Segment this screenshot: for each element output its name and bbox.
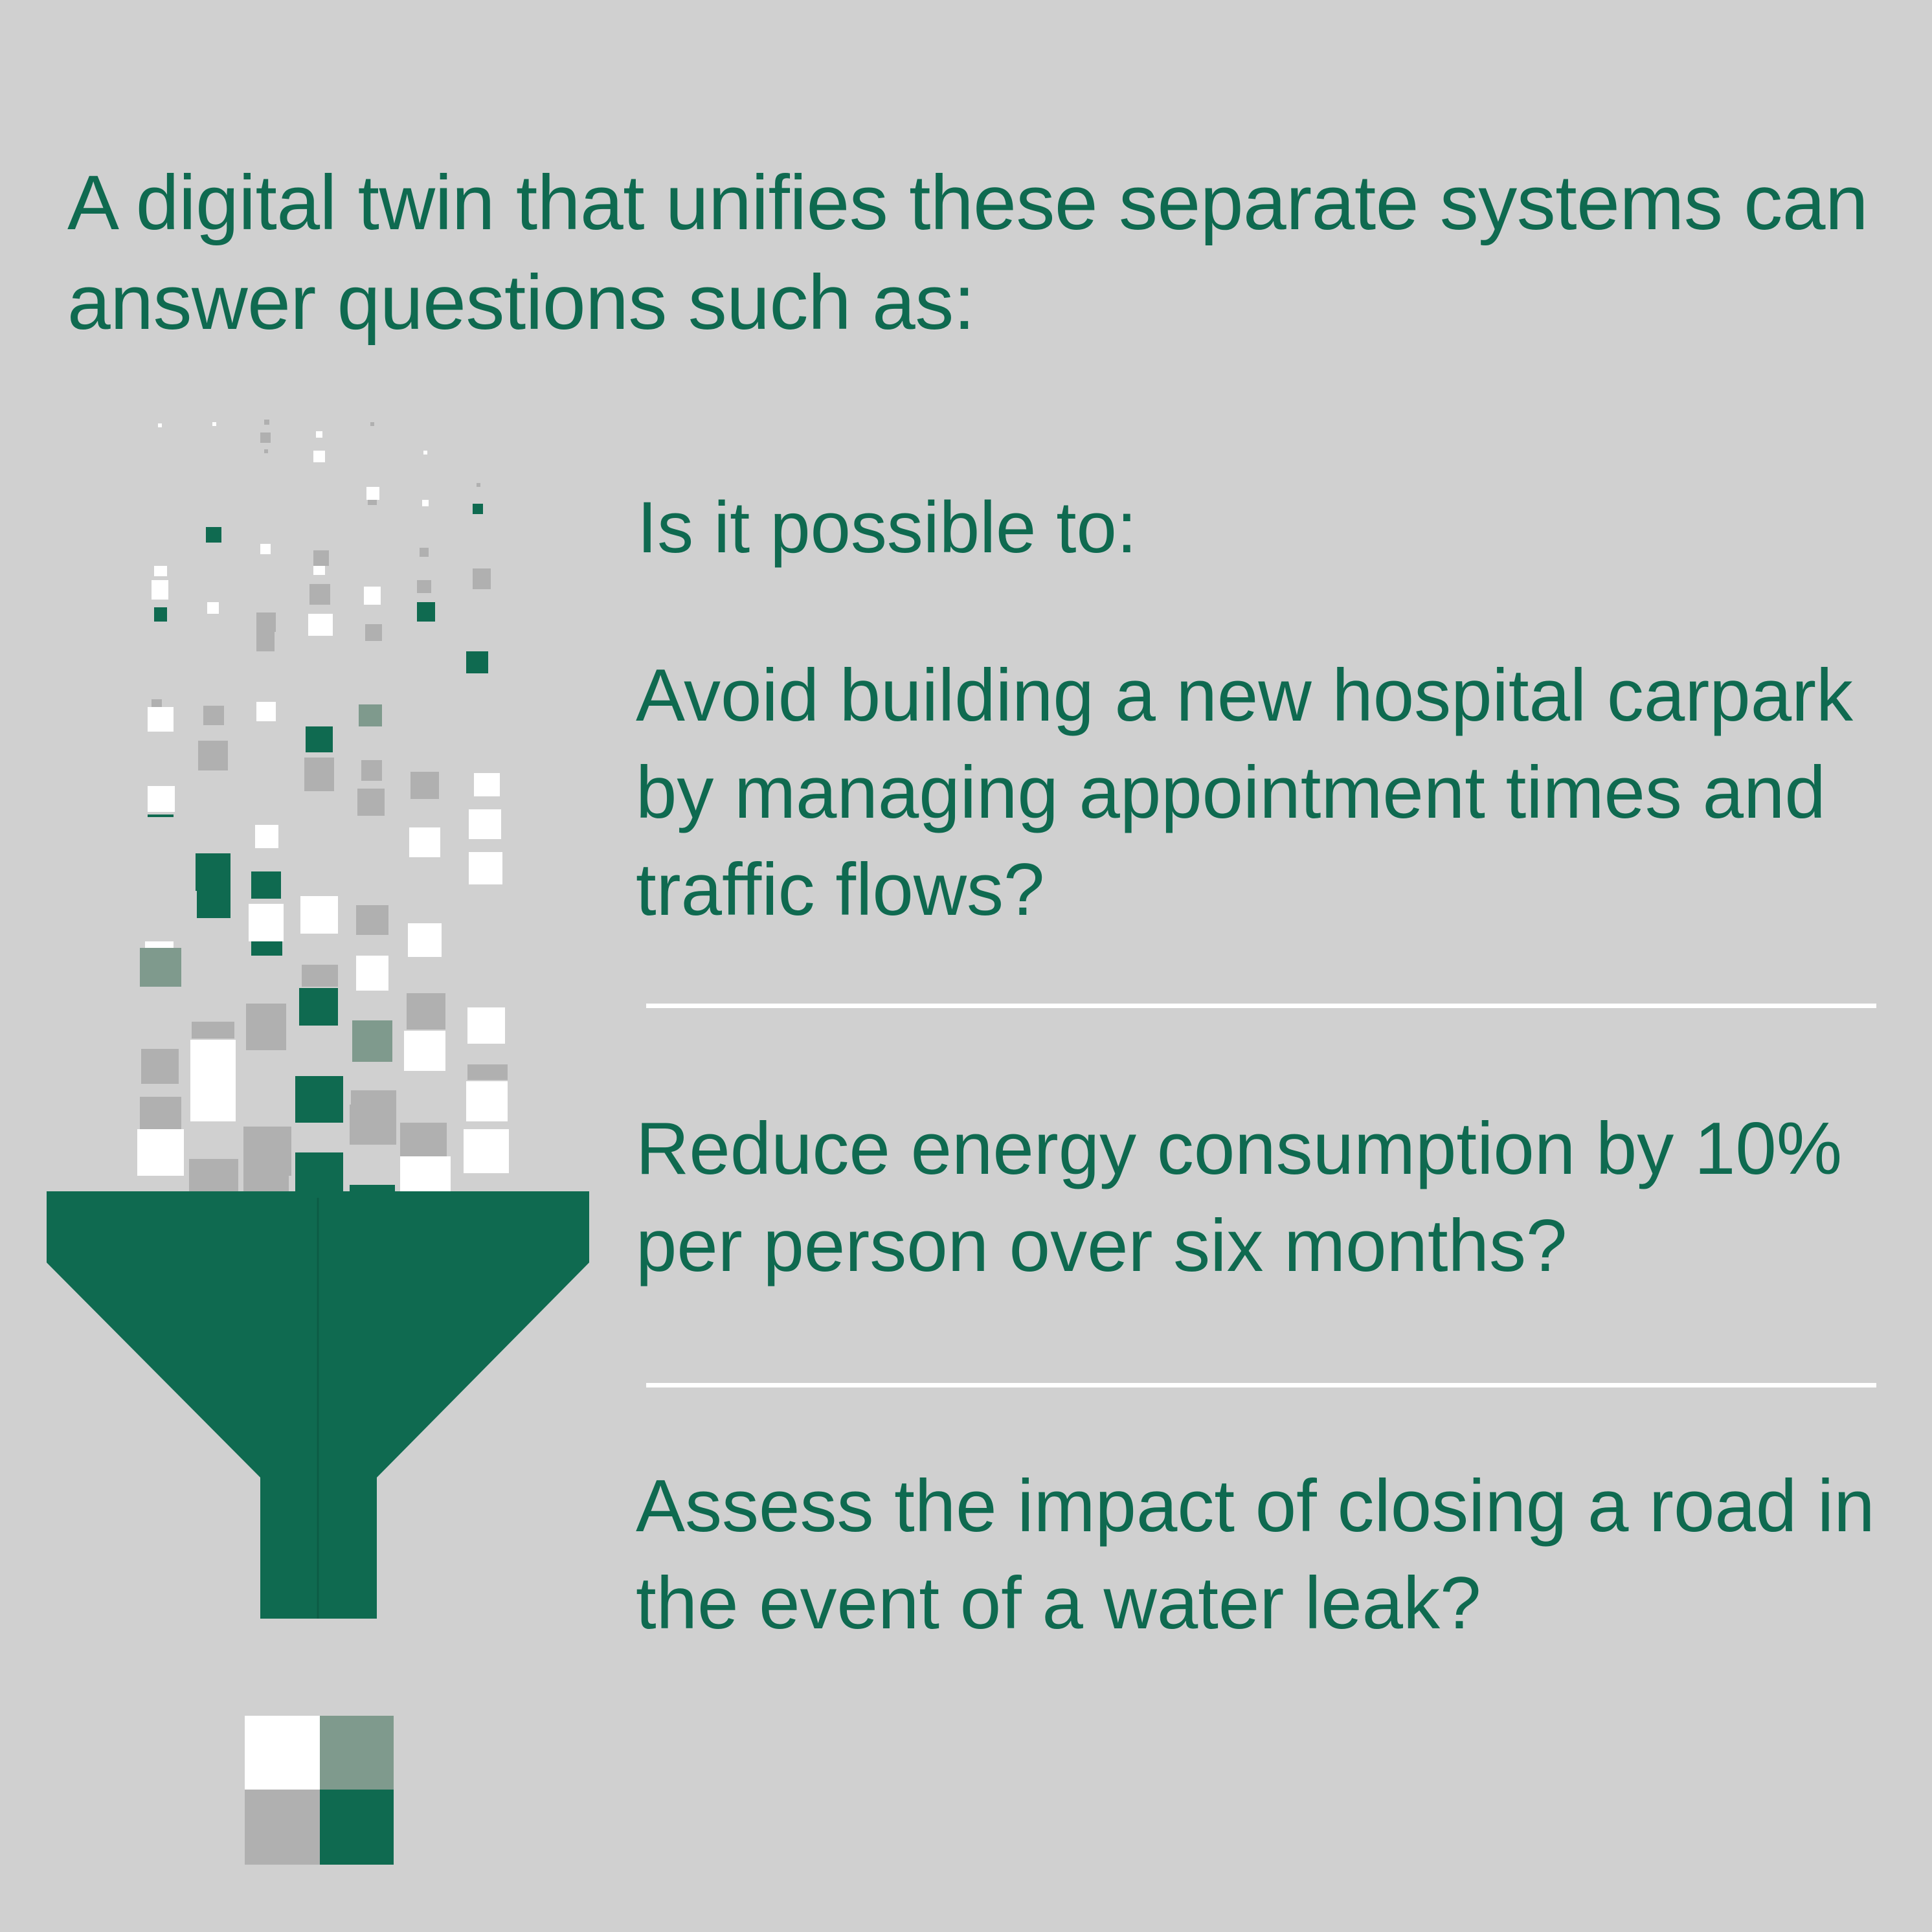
data-square-icon: [356, 905, 388, 935]
data-square-icon: [251, 941, 282, 956]
data-square-icon: [192, 1022, 234, 1039]
data-square-icon: [466, 1081, 508, 1121]
data-square-icon: [243, 1176, 289, 1194]
data-square-icon: [206, 527, 221, 543]
data-square-icon: [304, 758, 334, 791]
data-square-icon: [356, 956, 388, 991]
data-square-icon: [148, 707, 174, 732]
data-square-icon: [302, 965, 338, 987]
data-square-icon: [260, 544, 271, 554]
data-square-icon: [469, 809, 501, 839]
data-square-icon: [474, 773, 500, 796]
data-square-icon: [420, 548, 429, 557]
data-square-icon: [408, 923, 442, 957]
data-square-icon: [148, 814, 174, 817]
data-square-icon: [477, 483, 480, 487]
data-square-icon: [309, 584, 330, 605]
data-square-icon: [256, 632, 275, 651]
data-square-icon: [295, 1152, 343, 1193]
data-square-icon: [137, 1129, 184, 1176]
headline: A digital twin that unifies these separa…: [67, 159, 1869, 346]
data-square-icon: [467, 1007, 505, 1044]
data-squares: [137, 420, 509, 1194]
data-square-icon: [212, 422, 216, 426]
data-square-icon: [467, 1064, 508, 1080]
funnel-graphic: [47, 420, 589, 1865]
data-square-icon: [148, 786, 175, 812]
data-square-icon: [198, 741, 228, 770]
data-square-icon: [422, 500, 429, 506]
question-road-closure: Assess the impact of closing a road in t…: [636, 1465, 1875, 1645]
lead-text: Is it possible to:: [637, 487, 1137, 568]
data-square-icon: [370, 422, 374, 426]
data-square-icon: [361, 760, 382, 781]
data-square-icon: [308, 614, 333, 636]
data-square-icon: [400, 1156, 451, 1193]
data-square-icon: [255, 825, 278, 848]
data-square-icon: [464, 1129, 509, 1173]
data-square-icon: [260, 432, 271, 443]
data-square-icon: [316, 431, 322, 438]
output-square-icon: [245, 1716, 394, 1865]
divider: [646, 1004, 1876, 1008]
data-square-icon: [140, 1097, 181, 1129]
data-square-icon: [140, 948, 181, 987]
data-square-icon: [158, 423, 162, 427]
data-square-icon: [300, 896, 338, 934]
data-square-icon: [357, 789, 385, 816]
data-square-icon: [466, 651, 488, 673]
data-square-icon: [313, 550, 329, 566]
data-square-icon: [410, 772, 439, 799]
data-square-icon: [469, 852, 502, 884]
data-square-icon: [207, 602, 219, 614]
data-square-icon: [251, 871, 281, 899]
data-square-icon: [366, 487, 379, 500]
question-carpark: Avoid building a new hospital carpark by…: [636, 655, 1854, 931]
data-square-icon: [313, 451, 325, 462]
data-square-icon: [407, 993, 445, 1029]
data-square-icon: [295, 1076, 343, 1123]
data-square-icon: [352, 1020, 392, 1062]
data-square-icon: [154, 607, 167, 622]
data-square-icon: [196, 853, 230, 891]
data-square-icon: [256, 702, 276, 721]
data-square-icon: [365, 624, 382, 641]
data-square-icon: [400, 1123, 447, 1156]
data-square-icon: [299, 988, 338, 1026]
data-square-icon: [264, 449, 268, 453]
data-square-icon: [197, 891, 230, 918]
data-square-icon: [249, 904, 284, 941]
data-square-icon: [190, 1040, 236, 1121]
data-square-icon: [141, 1049, 179, 1084]
data-square-icon: [423, 451, 427, 455]
divider: [646, 1383, 1876, 1387]
data-square-icon: [364, 587, 381, 605]
data-square-icon: [243, 1127, 291, 1176]
data-square-icon: [203, 706, 224, 725]
data-square-icon: [404, 1031, 445, 1071]
data-square-icon: [350, 1105, 396, 1145]
data-square-icon: [359, 704, 382, 726]
data-square-icon: [417, 602, 435, 622]
data-square-icon: [351, 1090, 396, 1106]
data-square-icon: [256, 612, 276, 632]
data-square-icon: [152, 580, 168, 600]
data-square-icon: [473, 504, 483, 514]
data-square-icon: [246, 1004, 286, 1050]
data-square-icon: [417, 580, 431, 593]
funnel-icon: [47, 1191, 589, 1619]
data-square-icon: [368, 500, 377, 505]
data-square-icon: [306, 726, 333, 752]
data-square-icon: [152, 699, 162, 707]
data-square-icon: [154, 566, 167, 576]
data-square-icon: [264, 420, 269, 425]
data-square-icon: [189, 1159, 238, 1193]
data-square-icon: [313, 566, 325, 575]
data-square-icon: [473, 568, 491, 589]
data-square-icon: [409, 827, 440, 857]
question-energy: Reduce energy consumption by 10% per per…: [636, 1108, 1843, 1287]
